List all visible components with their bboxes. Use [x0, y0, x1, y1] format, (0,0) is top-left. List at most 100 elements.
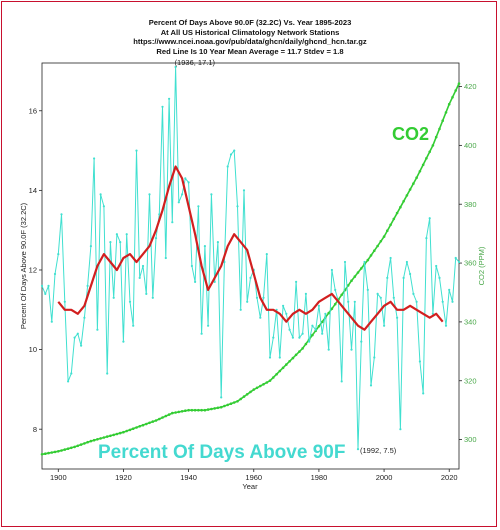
- percent-point: [70, 372, 73, 375]
- percent-point: [161, 105, 164, 108]
- co2-point: [294, 353, 298, 357]
- y2-axis-label: CO2 (PPM): [477, 246, 486, 285]
- co2-point: [177, 410, 181, 414]
- co2-point: [203, 408, 207, 412]
- co2-point: [392, 217, 396, 221]
- co2-point: [57, 450, 60, 453]
- co2-point: [158, 417, 161, 421]
- percent-point: [324, 312, 327, 315]
- percent-point: [412, 292, 415, 295]
- percent-point: [356, 448, 360, 451]
- co2-point: [164, 414, 168, 418]
- percent-point: [298, 336, 301, 339]
- y-tick-label: 14: [29, 186, 37, 195]
- co2-point: [92, 438, 96, 442]
- percent-point: [154, 237, 158, 240]
- co2-big-label: CO2: [392, 124, 429, 144]
- percent-point: [282, 304, 285, 307]
- co2-point: [167, 413, 171, 416]
- percent-point: [200, 332, 203, 335]
- percent-point: [236, 205, 239, 208]
- co2-point: [115, 432, 119, 436]
- co2-point: [63, 448, 67, 451]
- co2-point: [122, 430, 125, 434]
- co2-point: [232, 401, 236, 404]
- co2-point: [223, 404, 226, 408]
- co2-point: [47, 451, 50, 455]
- co2-point: [333, 302, 337, 306]
- co2-point: [89, 439, 93, 443]
- percent-point: [132, 324, 135, 327]
- co2-point: [265, 381, 269, 384]
- percent-point: [220, 396, 223, 399]
- co2-point: [40, 453, 44, 456]
- percent-point: [347, 300, 350, 303]
- percent-point: [373, 356, 376, 359]
- percent-point: [379, 296, 382, 299]
- percent-point: [112, 296, 115, 299]
- percent-point: [106, 372, 109, 375]
- co2-point: [441, 119, 445, 122]
- percent-point: [457, 260, 461, 264]
- x-tick-label: 2020: [441, 473, 458, 482]
- co2-point: [376, 244, 379, 248]
- percent-point: [392, 296, 395, 299]
- co2-point: [262, 383, 265, 386]
- co2-point: [268, 379, 272, 383]
- co2-point: [145, 422, 148, 426]
- x-tick-label: 2000: [376, 473, 393, 482]
- co2-point: [135, 426, 138, 429]
- co2-point: [79, 443, 83, 446]
- percent-point: [304, 292, 307, 295]
- percent-point: [115, 233, 118, 236]
- percent-point: [197, 205, 200, 208]
- percent-point: [317, 304, 320, 307]
- percent-point: [177, 201, 180, 204]
- co2-point: [340, 293, 344, 297]
- y-tick-label: 10: [29, 345, 37, 354]
- percent-point: [242, 189, 246, 192]
- percent-point: [405, 260, 408, 264]
- co2-point: [382, 235, 386, 238]
- co2-point: [226, 403, 229, 407]
- percent-point: [360, 340, 363, 343]
- percent-point: [285, 312, 288, 315]
- percent-point: [451, 300, 454, 303]
- co2-point: [70, 446, 73, 450]
- co2-point: [118, 431, 122, 435]
- percent-point: [174, 65, 177, 69]
- co2-point: [353, 275, 357, 278]
- co2-point: [50, 451, 54, 454]
- co2-point: [408, 188, 412, 191]
- percent-point: [376, 292, 379, 295]
- co2-point: [180, 410, 184, 413]
- percent-point: [148, 193, 151, 196]
- x-tick-label: 1940: [180, 473, 197, 482]
- co2-point: [444, 111, 448, 114]
- co2-point: [457, 82, 461, 85]
- co2-point: [255, 386, 259, 390]
- co2-point: [44, 452, 47, 456]
- chart-subtitle-3: Red Line Is 10 Year Mean Average = 11.7 …: [156, 46, 344, 56]
- co2-point: [425, 157, 428, 160]
- co2-point: [131, 427, 135, 431]
- percent-point: [171, 221, 174, 224]
- percent-point: [239, 308, 242, 311]
- plot-area: [41, 62, 460, 470]
- co2-point: [216, 406, 220, 410]
- y2-tick-label: 380: [464, 200, 477, 209]
- percent-point: [67, 380, 70, 383]
- chart-subtitle-2: https://www.ncei.noaa.gov/pub/data/ghcn/…: [133, 37, 367, 46]
- co2-point: [402, 200, 405, 203]
- co2-point: [252, 388, 256, 391]
- y2-tick-label: 420: [464, 82, 477, 91]
- percent-point: [308, 340, 311, 343]
- percent-point: [327, 348, 330, 351]
- co2-point: [128, 428, 132, 432]
- percent-point: [80, 344, 83, 347]
- co2-point: [53, 450, 57, 454]
- co2-point: [73, 445, 76, 449]
- percent-point: [44, 292, 47, 295]
- percent-point: [210, 193, 213, 196]
- percent-point: [255, 296, 259, 299]
